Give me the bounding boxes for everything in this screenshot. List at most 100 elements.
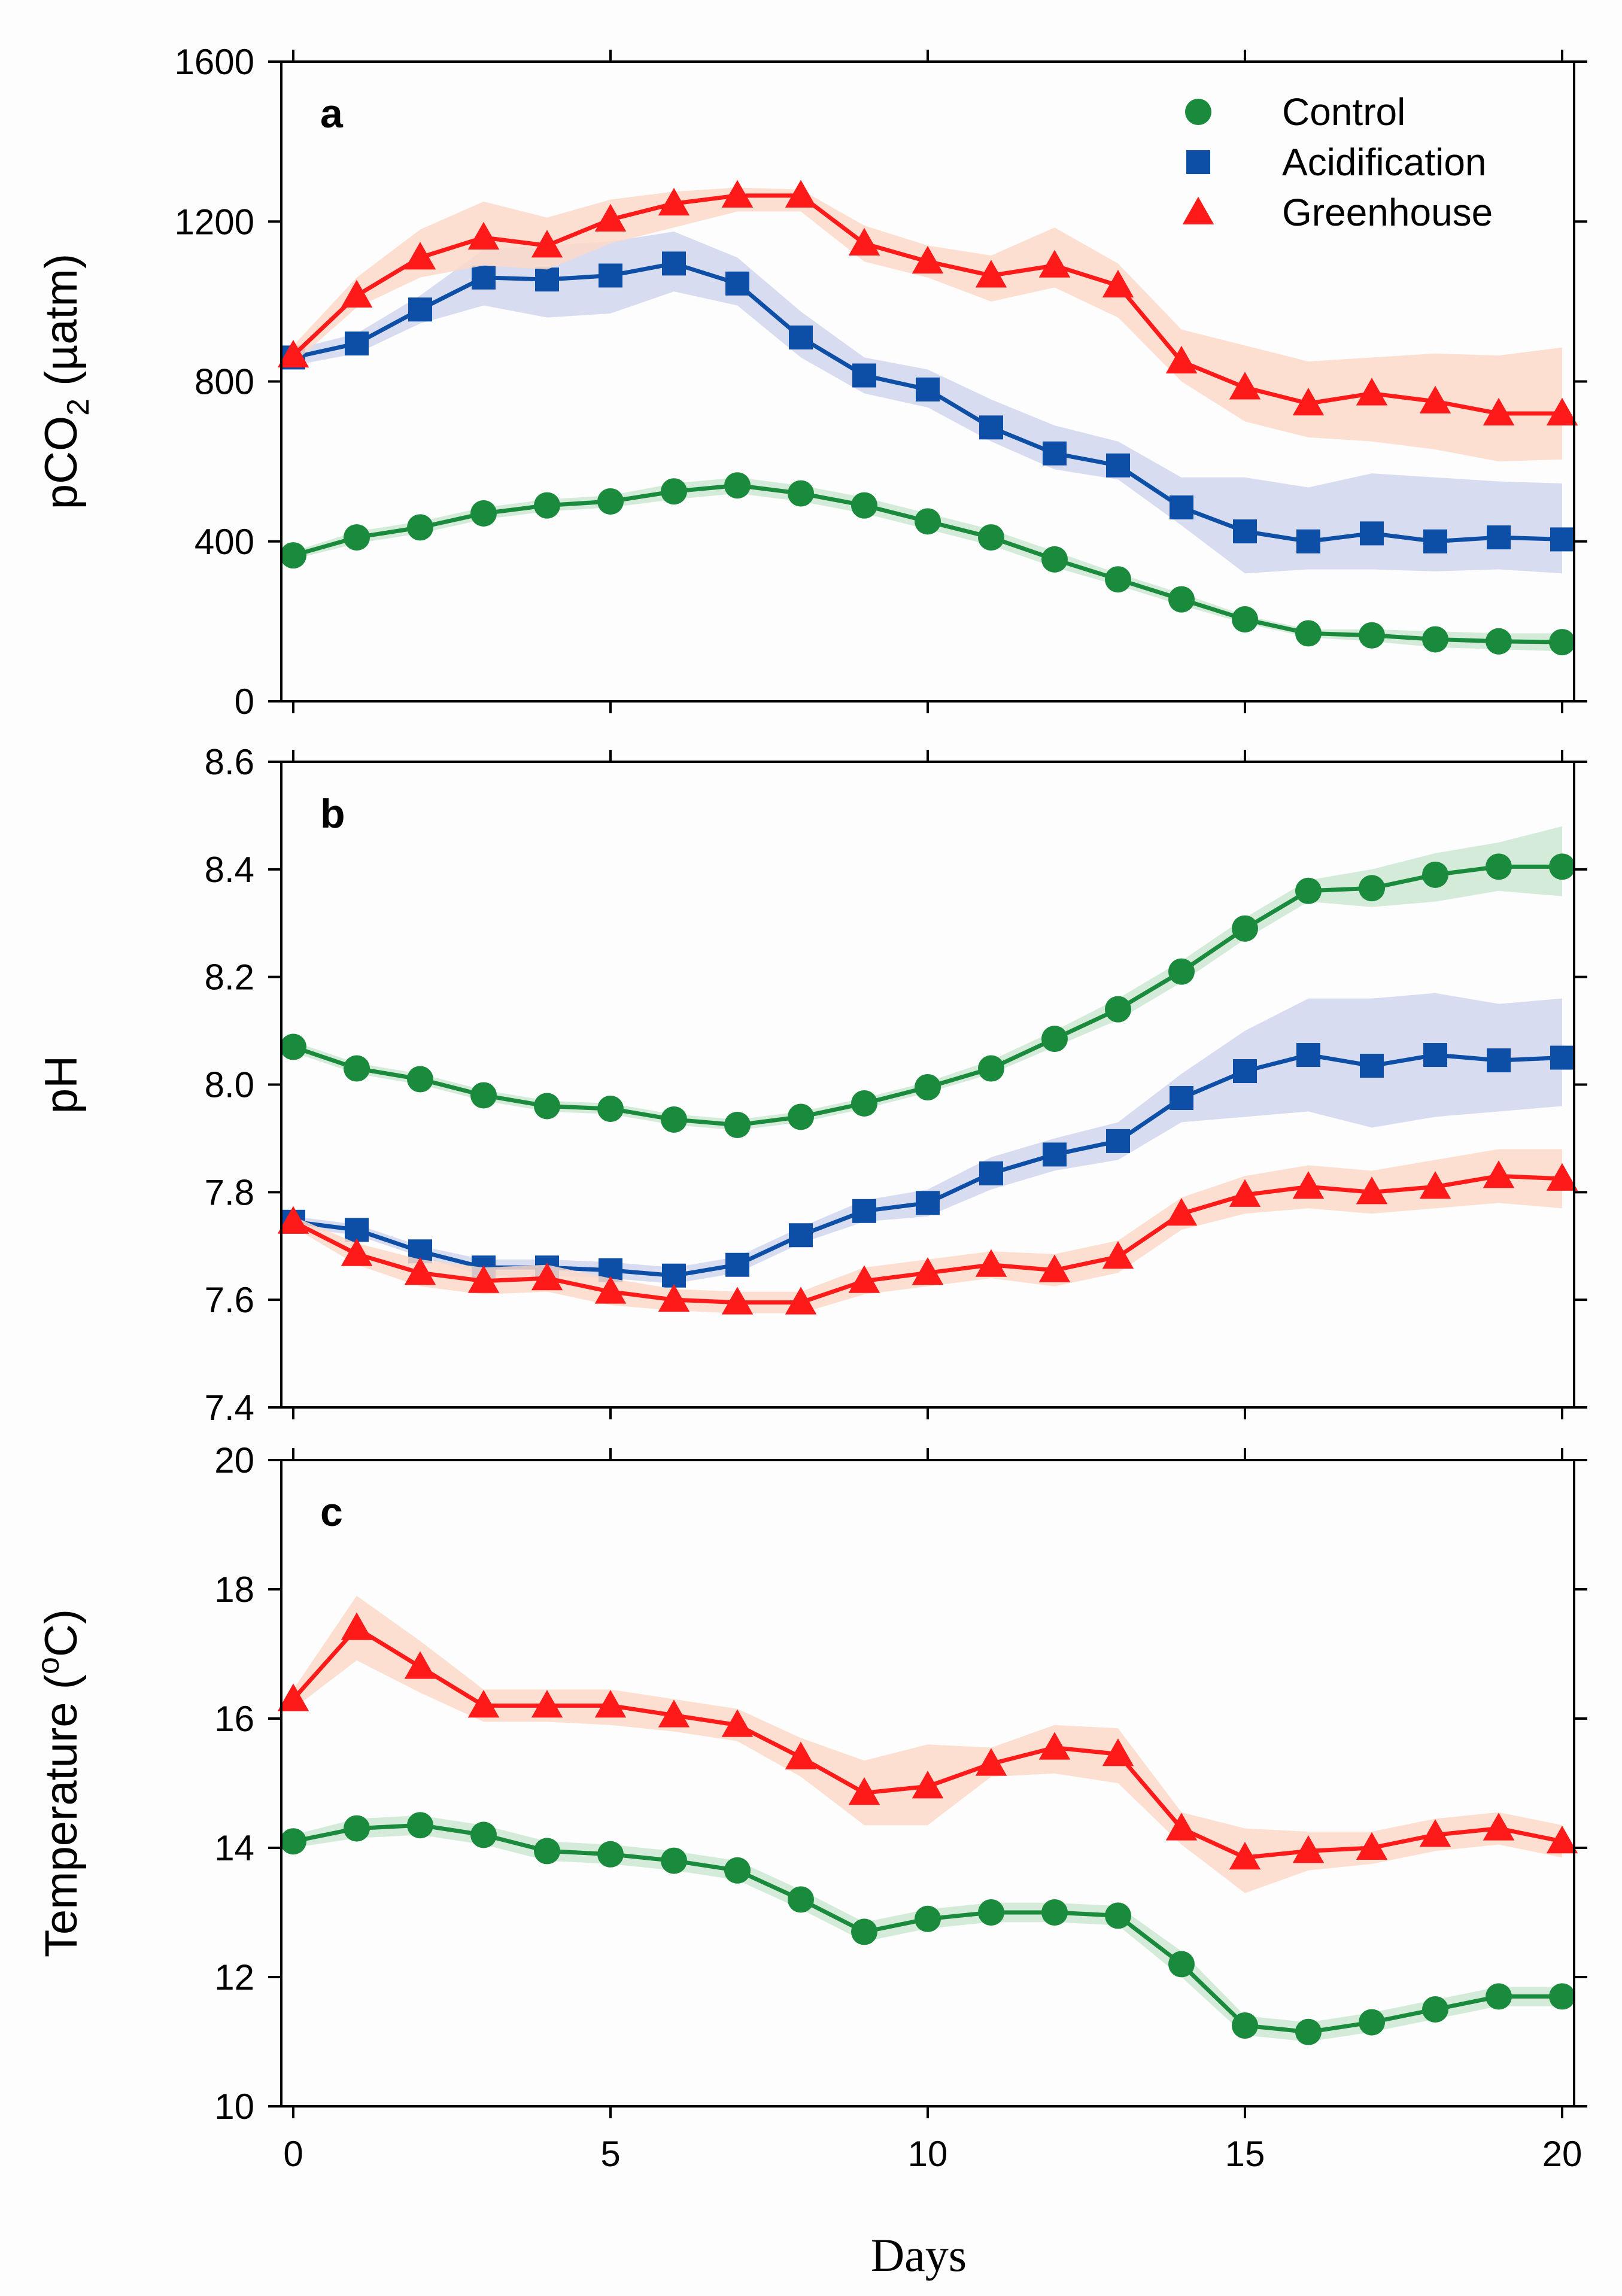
data-point-greenhouse xyxy=(531,1690,563,1718)
data-point-greenhouse xyxy=(594,203,627,232)
confidence-band-greenhouse xyxy=(293,1595,1562,1893)
legend-marker-control xyxy=(1185,99,1211,125)
data-point-control xyxy=(915,1905,941,1932)
y-tick-label: 14 xyxy=(214,1828,254,1868)
legend-label-control: Control xyxy=(1282,90,1405,133)
data-point-control xyxy=(915,508,941,535)
data-point-control xyxy=(1549,853,1575,880)
data-point-control xyxy=(1359,875,1385,902)
data-point-greenhouse xyxy=(658,1284,690,1312)
data-point-greenhouse xyxy=(785,180,817,208)
data-point-acidification xyxy=(725,271,749,296)
data-point-greenhouse xyxy=(848,227,880,256)
data-point-control xyxy=(724,1857,751,1884)
y-tick-label: 8.0 xyxy=(205,1065,254,1105)
data-point-acidification xyxy=(1423,1043,1447,1068)
data-point-greenhouse xyxy=(1229,372,1261,400)
data-point-greenhouse xyxy=(1229,1841,1261,1870)
data-point-acidification xyxy=(1233,1059,1257,1084)
data-point-control xyxy=(851,492,877,519)
data-point-control xyxy=(534,1838,560,1865)
panel-label: b xyxy=(320,791,345,837)
legend-label-greenhouse: Greenhouse xyxy=(1282,191,1493,234)
data-point-acidification xyxy=(345,1218,369,1242)
y-tick-label: 1600 xyxy=(175,42,254,82)
data-point-control xyxy=(407,514,433,541)
data-point-control xyxy=(978,1055,1004,1082)
legend-marker-greenhouse xyxy=(1182,196,1214,224)
data-point-acidification xyxy=(1550,1045,1574,1070)
x-axis-label: Days xyxy=(871,2229,967,2281)
data-point-control xyxy=(280,1828,306,1855)
data-point-control xyxy=(978,1899,1004,1926)
data-point-control xyxy=(597,488,624,515)
data-point-control xyxy=(1486,1983,1512,2010)
panel-a: 0 400 800 1200 1600 a pCO2 (µatm) xyxy=(36,42,1587,722)
data-point-greenhouse xyxy=(404,1257,436,1285)
data-point-acidification xyxy=(916,377,940,402)
y-tick-label: 7.8 xyxy=(205,1172,254,1212)
data-point-acidification xyxy=(662,251,686,276)
data-point-greenhouse xyxy=(1038,1732,1071,1760)
data-point-greenhouse xyxy=(1292,387,1325,416)
y-tick-label: 8.4 xyxy=(205,850,254,890)
y-tick-label: 8.2 xyxy=(205,957,254,998)
data-point-acidification xyxy=(852,363,876,388)
data-point-control xyxy=(597,1095,624,1122)
data-point-greenhouse xyxy=(1165,1813,1198,1841)
data-point-greenhouse xyxy=(1038,1254,1071,1282)
data-point-acidification xyxy=(852,1199,876,1223)
data-point-control xyxy=(788,1886,814,1913)
data-point-greenhouse xyxy=(1102,1240,1134,1269)
data-point-acidification xyxy=(1170,1085,1193,1110)
data-point-greenhouse xyxy=(975,1249,1007,1277)
data-point-control xyxy=(1168,958,1195,985)
data-point-greenhouse xyxy=(531,230,563,258)
data-point-control xyxy=(344,1055,370,1082)
panel-label: c xyxy=(320,1489,343,1535)
data-point-acidification xyxy=(725,1252,749,1277)
data-point-control xyxy=(788,1103,814,1130)
data-point-acidification xyxy=(1423,529,1447,554)
data-point-acidification xyxy=(979,415,1003,440)
data-point-greenhouse xyxy=(1102,1738,1134,1766)
data-point-acidification xyxy=(1487,525,1511,550)
panel-b: 7.4 7.6 7.8 8.0 8.2 8.4 8.6 b pH xyxy=(36,742,1587,1428)
data-point-control xyxy=(1041,546,1068,573)
data-point-control xyxy=(470,1821,497,1848)
data-point-control xyxy=(407,1812,433,1839)
data-point-control xyxy=(1232,606,1258,633)
data-point-control xyxy=(1359,622,1385,649)
data-point-control xyxy=(1295,2018,1322,2045)
data-point-greenhouse xyxy=(1038,250,1071,278)
data-point-control xyxy=(851,1090,877,1117)
data-point-greenhouse xyxy=(341,279,373,308)
data-point-control xyxy=(1168,1951,1195,1978)
data-point-control xyxy=(661,1847,687,1874)
data-point-acidification xyxy=(789,1223,813,1248)
y-axis-label: Temperature (oC) xyxy=(31,1609,87,1957)
data-point-greenhouse xyxy=(594,1690,627,1718)
y-tick-label: 20 xyxy=(214,1440,254,1480)
data-point-control xyxy=(1105,1902,1131,1929)
data-point-greenhouse xyxy=(1356,378,1388,406)
data-point-greenhouse xyxy=(721,1709,754,1737)
data-point-greenhouse xyxy=(594,1276,627,1304)
data-point-greenhouse xyxy=(975,1748,1007,1776)
series-greenhouse xyxy=(277,180,1578,462)
panel-c: 0 5 10 15 20 10 12 14 16 18 20 c Temperature (oC) xyxy=(31,1440,1587,2174)
data-point-acidification xyxy=(535,267,559,292)
data-point-greenhouse xyxy=(1419,1171,1451,1199)
data-point-greenhouse xyxy=(341,1238,373,1266)
data-point-control xyxy=(724,472,751,499)
data-point-control xyxy=(1422,626,1448,653)
data-point-control xyxy=(661,478,687,505)
data-point-control xyxy=(534,1093,560,1120)
data-point-greenhouse xyxy=(467,221,500,250)
data-point-greenhouse xyxy=(1483,397,1515,425)
data-point-control xyxy=(407,1066,433,1093)
data-point-acidification xyxy=(979,1161,1003,1185)
data-point-greenhouse xyxy=(277,339,309,368)
data-point-greenhouse xyxy=(404,242,436,270)
